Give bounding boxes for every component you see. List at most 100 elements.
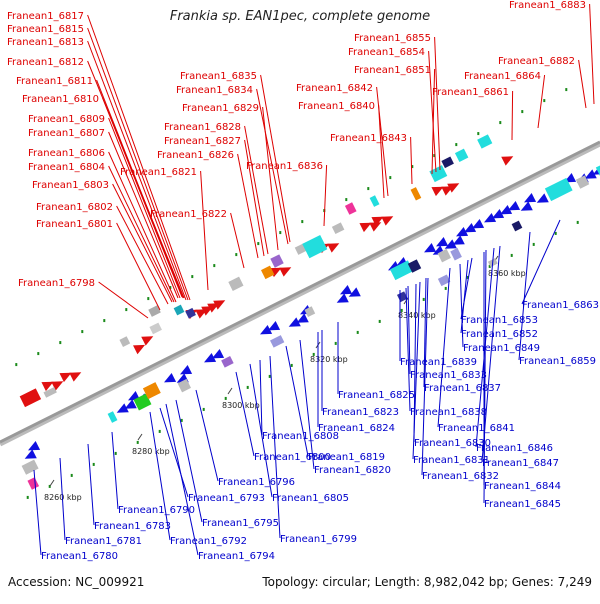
- label-leader-line: [262, 106, 279, 251]
- track-tick-dot: [521, 110, 524, 114]
- gene-label: Franean1_6851: [354, 65, 431, 76]
- label-leader-line: [108, 151, 177, 303]
- track-tick-dot: [532, 242, 535, 246]
- gene-label: Franean1_6793: [188, 493, 265, 504]
- gene-label: Franean1_6834: [176, 85, 253, 96]
- forward-gene-arrow: [369, 222, 382, 232]
- gene-label: Franean1_6882: [498, 56, 575, 67]
- gene-label: Franean1_6801: [36, 219, 113, 230]
- label-leader-line: [260, 74, 291, 243]
- label-leader-line: [116, 222, 161, 311]
- gene-label: Franean1_6831: [413, 455, 490, 466]
- track-tick-dot: [103, 319, 106, 323]
- label-leader-line: [59, 457, 66, 541]
- scale-label: 8300 kbp: [222, 401, 260, 410]
- reverse-gene-arrow: [180, 364, 193, 375]
- reverse-gene-arrow: [472, 218, 485, 229]
- track-tick-dot: [92, 462, 95, 466]
- label-leader-line: [108, 117, 181, 299]
- scale-tick: [137, 433, 143, 441]
- forward-gene-box: [270, 254, 284, 268]
- gene-label: Franean1_6808: [262, 431, 339, 442]
- reverse-gene-arrow: [520, 201, 533, 211]
- track-tick-dot: [389, 176, 392, 180]
- reverse-gene-box: [142, 382, 161, 400]
- label-leader-line: [437, 267, 451, 428]
- track-tick-dot: [257, 242, 260, 246]
- forward-gene-arrow: [41, 381, 54, 392]
- reverse-gene-arrow: [288, 317, 301, 327]
- track-tick-dot: [70, 473, 73, 477]
- gene-label: Franean1_6828: [164, 122, 241, 133]
- forward-gene-box: [454, 148, 469, 163]
- gene-label: Franean1_6845: [484, 499, 561, 510]
- forward-gene-box: [331, 222, 345, 235]
- gene-label: Franean1_6794: [198, 551, 275, 562]
- label-leader-line: [230, 212, 245, 269]
- gene-label: Franean1_6836: [246, 161, 323, 172]
- forward-gene-arrow: [431, 186, 444, 197]
- forward-gene-arrow: [269, 267, 282, 278]
- reverse-gene-arrow: [340, 284, 353, 295]
- label-leader-line: [98, 281, 149, 319]
- gene-label: Franean1_6824: [318, 423, 395, 434]
- label-leader-line: [431, 68, 436, 175]
- label-leader-line: [589, 3, 595, 105]
- forward-gene-arrow: [381, 216, 394, 226]
- forward-gene-arrow: [141, 336, 154, 346]
- track-tick-dot: [378, 319, 381, 323]
- forward-gene-box: [119, 336, 131, 347]
- gene-label: Franean1_6811: [16, 76, 93, 87]
- reverse-gene-arrow: [336, 293, 349, 303]
- track-tick-dot: [180, 418, 183, 422]
- label-leader-line: [518, 231, 531, 361]
- gene-label: Franean1_6781: [65, 536, 142, 547]
- track-tick-dot: [367, 187, 370, 191]
- track-tick-dot: [466, 275, 469, 279]
- forward-gene-box: [149, 322, 162, 335]
- gene-label: Franean1_6799: [280, 534, 357, 545]
- label-leader-line: [195, 389, 219, 482]
- track-tick-dot: [59, 341, 62, 345]
- reverse-gene-arrow: [268, 320, 281, 331]
- reverse-gene-arrow: [260, 324, 273, 335]
- forward-gene-box: [19, 388, 42, 408]
- label-leader-line: [165, 403, 199, 556]
- reverse-gene-box: [133, 393, 152, 411]
- track-tick-dot: [169, 286, 172, 290]
- gene-label: Franean1_6883: [509, 0, 586, 11]
- reverse-gene-box: [107, 411, 118, 423]
- label-leader-line: [537, 74, 546, 129]
- label-leader-line: [87, 27, 189, 301]
- reverse-gene-arrow: [164, 372, 177, 383]
- track-tick-dot: [81, 330, 84, 334]
- track-tick-dot: [136, 440, 139, 444]
- track-tick-dot: [48, 484, 51, 488]
- gene-label: Franean1_6821: [120, 167, 197, 178]
- track-tick-dot: [191, 275, 194, 279]
- label-leader-line: [412, 281, 421, 460]
- track-tick-dot: [26, 495, 29, 499]
- gene-label: Franean1_6792: [170, 536, 247, 547]
- forward-gene-arrow: [447, 183, 460, 193]
- gene-label: Franean1_6826: [157, 150, 234, 161]
- track-tick-dot: [312, 352, 315, 356]
- forward-gene-arrow: [359, 222, 372, 233]
- reverse-gene-box: [575, 175, 590, 189]
- reverse-gene-box: [27, 477, 40, 490]
- track-tick-dot: [356, 330, 359, 334]
- label-leader-line: [102, 97, 183, 298]
- track-tick-dot: [268, 374, 271, 378]
- label-leader-line: [108, 131, 179, 299]
- reverse-gene-box: [177, 378, 192, 393]
- forward-gene-box: [369, 195, 380, 207]
- gene-label: Franean1_6843: [330, 133, 407, 144]
- label-leader-line: [434, 36, 441, 171]
- label-leader-line: [483, 249, 487, 504]
- forward-gene-box: [43, 386, 57, 398]
- label-leader-line: [249, 363, 273, 498]
- gene-label: Franean1_6838: [410, 407, 487, 418]
- forward-gene-box: [260, 265, 275, 280]
- forward-gene-box: [173, 304, 185, 316]
- gene-label: Franean1_6795: [202, 518, 279, 529]
